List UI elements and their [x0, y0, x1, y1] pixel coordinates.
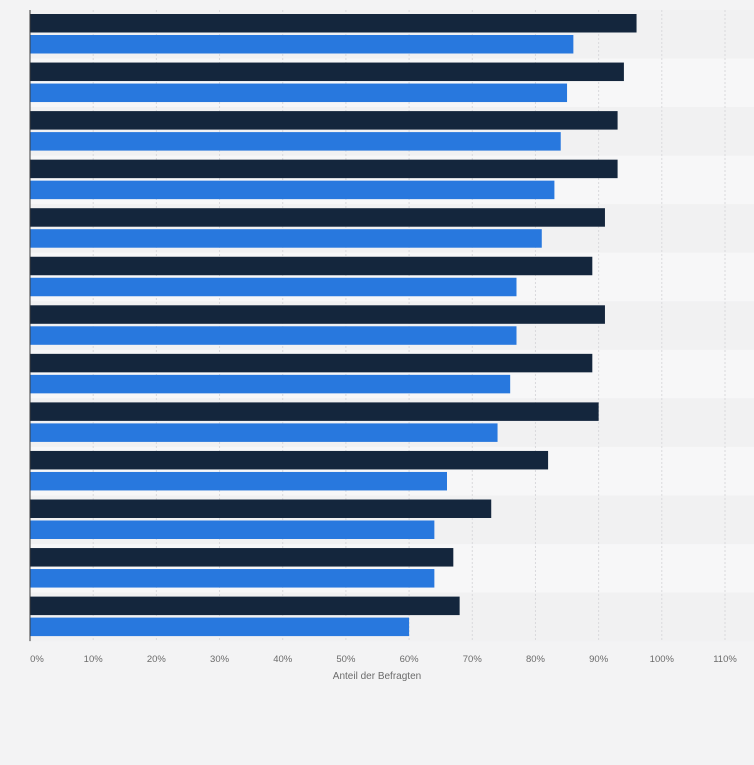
bar[interactable]: [30, 499, 492, 519]
bar[interactable]: [30, 596, 460, 616]
bar[interactable]: [30, 548, 454, 567]
x-axis-ticks: 0% 10% 20% 30% 40% 50% 60% 70% 80% 90% 100% 110%: [30, 654, 737, 665]
bar[interactable]: [30, 83, 568, 103]
tick-label: 80%: [526, 654, 546, 665]
bar[interactable]: [30, 256, 593, 276]
bar[interactable]: [30, 62, 624, 82]
row-bands: [30, 10, 754, 642]
bar[interactable]: [30, 229, 542, 248]
bar[interactable]: [30, 132, 561, 151]
tick-label: 100%: [650, 654, 675, 665]
bar[interactable]: [30, 520, 435, 540]
bar[interactable]: [30, 326, 517, 345]
tick-label: 20%: [147, 654, 167, 665]
tick-label: 60%: [400, 654, 420, 665]
bar[interactable]: [30, 14, 637, 33]
bar[interactable]: [30, 617, 410, 637]
bar[interactable]: [30, 208, 605, 227]
tick-label: 0%: [30, 654, 44, 665]
bar[interactable]: [30, 180, 555, 200]
tick-label: 10%: [84, 654, 104, 665]
bars: [30, 14, 637, 637]
bar[interactable]: [30, 374, 511, 394]
x-axis-label: Anteil der Befragten: [333, 671, 421, 682]
bar[interactable]: [30, 402, 599, 421]
tick-label: 40%: [273, 654, 293, 665]
tick-label: 70%: [463, 654, 483, 665]
bar[interactable]: [30, 277, 517, 297]
bar[interactable]: [30, 423, 498, 442]
bar[interactable]: [30, 35, 574, 54]
bar[interactable]: [30, 159, 618, 179]
bar[interactable]: [30, 111, 618, 130]
tick-label: 110%: [713, 654, 737, 665]
bar[interactable]: [30, 353, 593, 373]
bar[interactable]: [30, 569, 435, 588]
tick-label: 30%: [210, 654, 230, 665]
bar[interactable]: [30, 450, 549, 470]
tick-label: 90%: [589, 654, 609, 665]
tick-label: 50%: [336, 654, 356, 665]
bar[interactable]: [30, 305, 605, 324]
bar[interactable]: [30, 471, 447, 491]
